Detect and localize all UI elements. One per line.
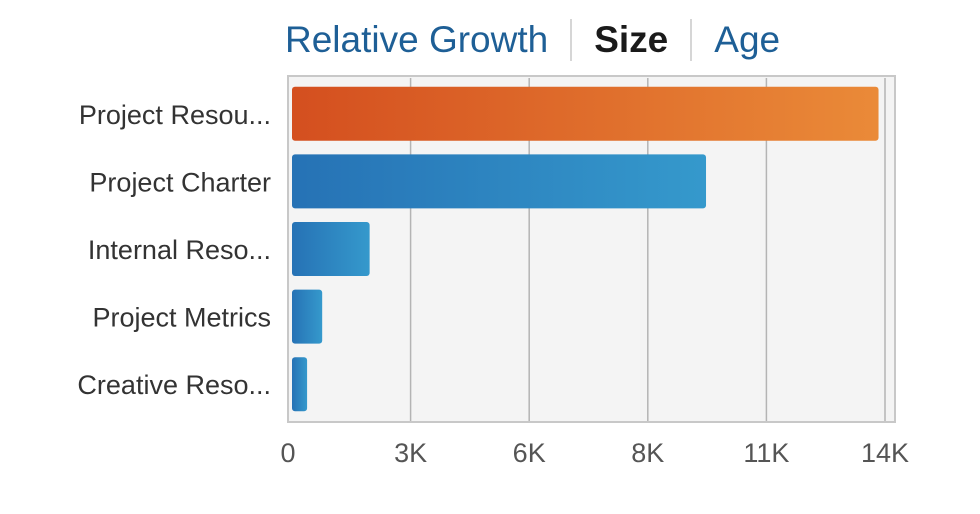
category-label: Internal Reso... (88, 235, 271, 265)
tab-divider (570, 19, 573, 61)
metric-tabs: Relative Growth Size Age (285, 14, 780, 66)
category-labels: Project Resou... Project Charter Internal … (77, 100, 271, 400)
x-tick-label: 8K (631, 438, 664, 468)
category-label: Project Resou... (79, 100, 271, 130)
x-tick-label: 11K (743, 438, 789, 468)
tab-relative-growth[interactable]: Relative Growth (285, 19, 549, 60)
tab-divider (690, 19, 693, 61)
bar[interactable] (292, 289, 323, 344)
tab-size[interactable]: Size (594, 19, 669, 60)
bar[interactable] (292, 222, 370, 276)
x-tick-label: 6K (513, 438, 546, 468)
tab-age[interactable]: Age (714, 19, 781, 60)
category-label: Creative Reso... (77, 370, 271, 400)
bar[interactable] (292, 154, 707, 209)
bar[interactable] (292, 357, 308, 412)
x-tick-label: 3K (394, 438, 427, 468)
bars (292, 86, 879, 412)
category-label: Project Metrics (92, 303, 271, 333)
x-tick-label: 14K (861, 438, 909, 468)
x-tick-label: 0 (280, 438, 295, 468)
x-axis-ticks: 0 3K 6K 8K 11K 14K (280, 438, 909, 468)
category-label: Project Charter (89, 167, 271, 197)
bar[interactable] (292, 86, 879, 141)
